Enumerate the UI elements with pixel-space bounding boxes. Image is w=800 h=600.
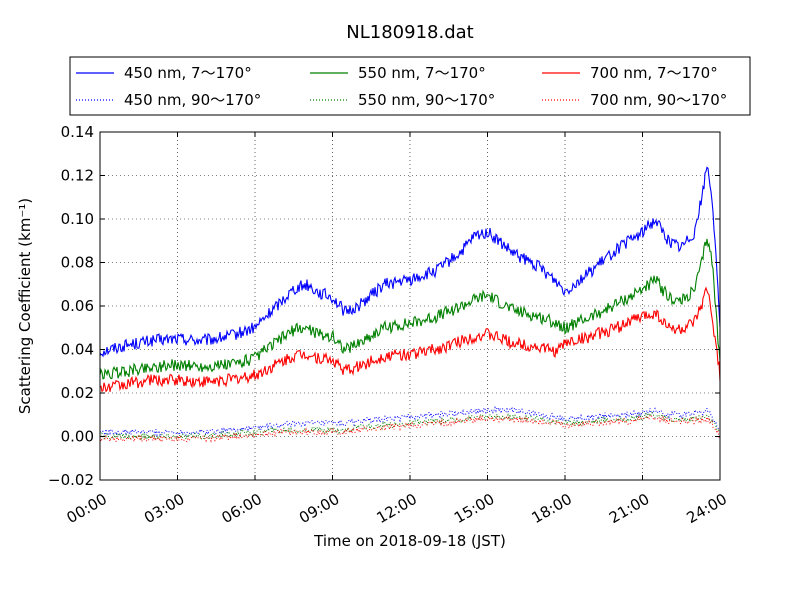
x-tick-label: 09:00 (296, 490, 342, 527)
x-tick-label: 03:00 (141, 490, 187, 527)
y-tick-label: 0.08 (61, 254, 94, 272)
series-line (100, 286, 720, 393)
y-tick-label: 0.14 (61, 123, 94, 141)
series-group (100, 166, 720, 444)
y-tick-label: 0.02 (61, 384, 94, 402)
legend-box (69, 56, 751, 116)
series-line (100, 238, 720, 380)
y-tick-label: 0.00 (61, 428, 94, 446)
series-line (100, 414, 720, 444)
legend-label: 450 nm, 7～170° (124, 64, 252, 82)
legend-label: 700 nm, 90～170° (590, 91, 727, 109)
x-tick-label: 06:00 (219, 490, 265, 527)
y-tick-label: 0.10 (61, 210, 94, 228)
y-tick-label: 0.12 (61, 167, 94, 185)
legend-label: 450 nm, 90～170° (124, 91, 261, 109)
chart-title: NL180918.dat (346, 22, 473, 43)
legend-label: 700 nm, 7～170° (590, 64, 718, 82)
legend-label: 550 nm, 90～170° (358, 91, 495, 109)
x-axis-label: Time on 2018-09-18 (JST) (313, 532, 506, 550)
legend-label: 550 nm, 7～170° (358, 64, 486, 82)
x-tick-label: 24:00 (684, 490, 730, 527)
y-tick-label: 0.04 (61, 341, 94, 359)
x-tick-label: 12:00 (374, 490, 420, 527)
series-line (100, 405, 720, 437)
legend: 450 nm, 7～170° 550 nm, 7～170° 700 nm, 7～17… (69, 56, 751, 116)
y-axis-label: Scattering Coefficient (km⁻¹) (16, 198, 34, 414)
x-tick-label: 21:00 (606, 490, 652, 527)
series-line (100, 411, 720, 442)
x-tick-label: 15:00 (451, 490, 497, 527)
y-tick-label: −0.02 (48, 471, 94, 489)
y-tick-label: 0.06 (61, 297, 94, 315)
x-tick-label: 00:00 (64, 490, 110, 527)
series-line (100, 166, 720, 358)
grid-lines (99, 131, 721, 481)
x-tick-label: 18:00 (529, 490, 575, 527)
